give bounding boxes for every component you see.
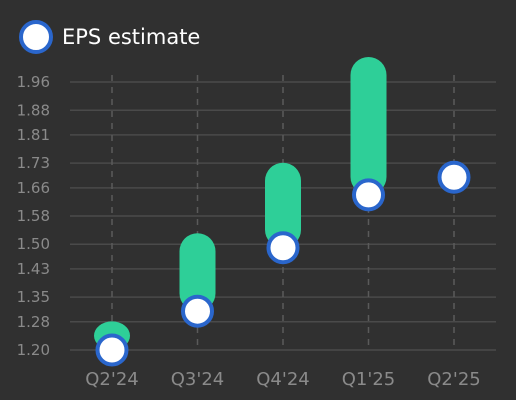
y-tick-label: 1.73 [17,154,50,172]
eps-marker [181,294,214,328]
y-tick-label: 1.35 [17,288,50,306]
y-tick-label: 1.81 [17,126,50,144]
y-tick-label: 1.58 [17,207,50,225]
range-bar [350,57,387,195]
y-tick-label: 1.66 [17,179,50,197]
y-tick-label: 1.20 [17,341,50,359]
y-tick-label: 1.96 [17,73,50,91]
x-tick-label: Q4'24 [256,369,309,390]
legend-marker [19,20,53,54]
x-tick-label: Q1'25 [342,369,395,390]
x-tick-label: Q2'25 [427,369,480,390]
x-axis-tick-labels: Q2'24 Q3'24 Q4'24 Q1'25 Q2'25 [85,369,480,390]
range-bar [179,233,216,312]
bars [94,57,387,350]
legend: EPS estimate [19,20,200,54]
y-axis-tick-labels: 1.20 1.28 1.35 1.43 1.50 1.58 1.66 1.73 1.81 1.88… [17,73,50,359]
eps-marker [266,231,300,265]
eps-marker [352,178,385,212]
range-bar [265,162,301,248]
y-tick-label: 1.50 [17,235,50,253]
x-tick-label: Q2'24 [85,369,138,390]
y-tick-label: 1.28 [17,313,50,331]
x-tick-label: Q3'24 [171,369,224,390]
eps-markers [95,160,471,367]
y-tick-label: 1.43 [17,260,50,278]
eps-marker [437,160,471,194]
eps-marker [95,333,129,367]
legend-label: EPS estimate [62,25,200,49]
y-tick-label: 1.88 [17,101,50,119]
